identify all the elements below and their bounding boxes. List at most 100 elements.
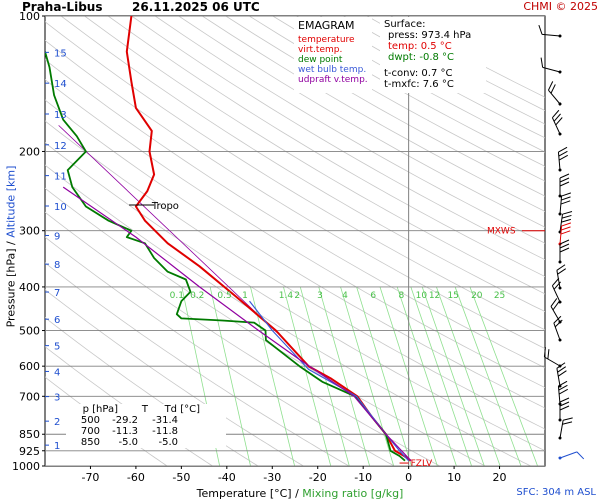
wind-barb — [558, 417, 573, 440]
wind-barb-staff — [559, 226, 563, 245]
sounding-datetime: 26.11.2025 06 UTC — [132, 0, 260, 14]
wind-barb — [550, 298, 562, 324]
mixing-ratio-line — [250, 286, 296, 466]
y-axis-title-pressure: Pressure [hPa] — [4, 248, 18, 328]
altitude-tick-label: 6 — [54, 315, 60, 326]
wind-barb-feather — [556, 264, 566, 271]
wind-barb-feather — [550, 84, 556, 94]
legend-item-temperature: temperature — [298, 35, 355, 45]
altitude-tick-label: 10 — [54, 202, 67, 213]
wind-barb-feather — [576, 451, 585, 460]
mixing-ratio-line — [318, 286, 371, 466]
wind-barb-staff — [559, 420, 564, 439]
mixing-ratio-label: 8 — [398, 291, 404, 301]
wind-barb-staff — [557, 152, 561, 171]
dry-adiabat-line — [45, 99, 545, 409]
wind-barb-feather — [562, 210, 573, 215]
pressure-tick-label: 1000 — [12, 460, 40, 473]
wind-barb-feather — [561, 196, 571, 201]
surface-press: press: 973.4 hPa — [388, 30, 472, 41]
table-row: 850 -5.0 -5.0 — [66, 437, 226, 448]
wind-barb-feather — [553, 315, 562, 324]
dry-adiabat-line — [84, 16, 545, 295]
mixing-ratio-line — [356, 286, 412, 466]
wind-barb-feather — [558, 384, 568, 391]
wind-barb — [538, 24, 562, 38]
x-tick-label: -70 — [81, 471, 99, 484]
pressure-tick-label: 925 — [19, 445, 40, 458]
mixing-ratio-label: 3 — [317, 291, 323, 301]
altitude-tick-label: 3 — [54, 393, 60, 404]
mixing-ratio-label: 10 — [416, 291, 428, 301]
wind-barb-feather — [557, 370, 567, 377]
dry-adiabat-line — [45, 21, 545, 331]
altitude-tick-label: 1 — [54, 441, 60, 452]
dry-adiabat-line — [225, 16, 545, 197]
series-line-wet-bulb-temp — [249, 300, 410, 462]
wind-barb — [551, 109, 563, 136]
wind-barb-staff — [542, 33, 561, 37]
wind-barb-feather — [553, 113, 561, 122]
wind-barb-feather — [559, 243, 570, 249]
wind-barb-station-dot — [558, 286, 562, 290]
table-header-t: T — [141, 404, 148, 415]
x-axis-title-temp: Temperature [°C] — [196, 487, 292, 500]
mixing-ratio-line — [469, 286, 538, 466]
wind-barb-feather — [540, 57, 544, 68]
wind-barb-staff — [559, 196, 563, 215]
wind-barb-feather — [550, 298, 558, 307]
table-cell: 700 — [80, 426, 100, 437]
wind-barb-station-dot — [558, 212, 562, 216]
x-tick-label: -40 — [218, 471, 236, 484]
wind-barb — [558, 239, 570, 264]
wind-barb — [558, 173, 570, 198]
tropopause-label: Tropo — [151, 201, 179, 212]
mxws-label: MXWS — [487, 227, 516, 237]
table-cell: -11.8 — [152, 426, 178, 437]
wind-barb-station-dot — [558, 168, 562, 172]
altitude-tick-label: 9 — [54, 231, 60, 242]
wind-barb-feather — [557, 268, 567, 275]
pressure-tick-label: 400 — [19, 281, 40, 294]
mixing-ratio-label: 20 — [471, 291, 483, 301]
mixing-ratio-label: 2 — [294, 291, 300, 301]
dry-adiabat-line — [202, 16, 545, 212]
wind-barb-feather — [552, 277, 560, 287]
pressure-tick-label: 200 — [19, 145, 40, 158]
wind-barb-feather — [561, 214, 572, 219]
wind-barb-station-dot — [558, 260, 562, 264]
altitude-tick-label: 5 — [54, 342, 60, 353]
legend-item-dew-point: dew point — [298, 55, 343, 65]
wind-barb-station-dot — [558, 436, 562, 440]
wind-barb-feather — [538, 24, 543, 35]
wind-barb-station-dot — [558, 418, 562, 422]
wind-barb-feather — [559, 401, 570, 407]
table-cell: 500 — [80, 415, 100, 426]
x-tick-label: 20 — [493, 471, 507, 484]
wind-barb-station-dot — [558, 300, 562, 304]
altitude-tick-label: 11 — [54, 172, 67, 183]
wind-barb-feather — [547, 81, 554, 91]
dry-adiabat-line — [45, 59, 545, 369]
wind-barb-feather — [559, 397, 570, 403]
wind-barb-staff — [542, 66, 561, 73]
wind-barb — [553, 315, 563, 342]
wind-barb-station-dot — [558, 102, 562, 106]
wind-barb-feather — [552, 109, 560, 119]
wind-barb-staff — [551, 285, 561, 303]
wind-barb-staff — [556, 368, 561, 387]
legend-item-wet-bulb: wet bulb temp. — [298, 65, 367, 75]
table-cell: -29.2 — [112, 415, 138, 426]
pressure-tick-label: 300 — [19, 225, 40, 238]
wind-barb-staff — [559, 451, 578, 459]
altitude-tick-label: 13 — [54, 110, 67, 121]
dry-adiabat-line — [131, 16, 545, 261]
y-axis-title: Pressure [hPa] / Altitude [km] — [5, 142, 18, 352]
table-row: 700 -11.3 -11.8 — [66, 426, 226, 437]
table-header-p: p [hPa] — [82, 404, 118, 415]
mixing-ratio-line — [209, 286, 251, 466]
wind-barb — [558, 451, 585, 460]
wind-barb-station-dot — [558, 194, 562, 198]
y-axis-title-alt: Altitude [km] — [4, 165, 18, 238]
wind-barb-staff — [544, 356, 561, 367]
